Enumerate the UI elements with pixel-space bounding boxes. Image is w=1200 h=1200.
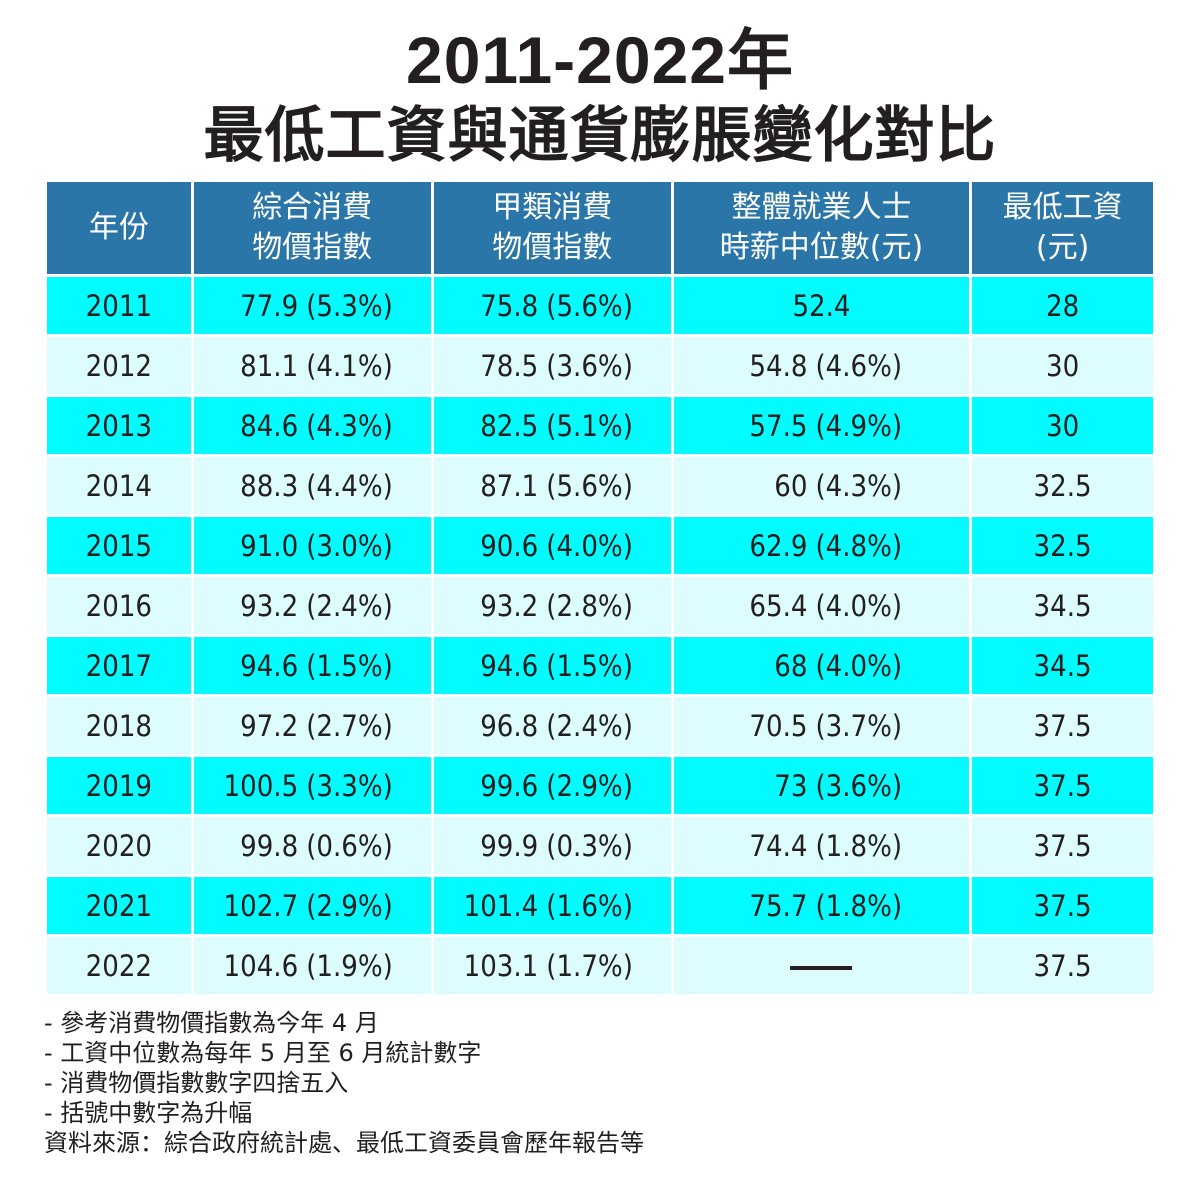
median-wage-cell: 70.5 (3.7%) xyxy=(673,697,970,754)
composite-cpi-cell: 81.1 (4.1%) xyxy=(193,337,431,394)
table-row: 2015 91.0 (3.0%) 90.6 (4.0%) 62.9 (4.8%) 32… xyxy=(47,517,1153,574)
median-wage-cell: 60 (4.3%) xyxy=(673,457,970,514)
median-wage-cell: 74.4 (1.8%) xyxy=(673,817,970,874)
footnote-rounding: - 消費物價指數數字四捨五入 xyxy=(44,1069,349,1097)
table-row: 2019 100.5 (3.3%) 99.6 (2.9%) 73 (3.6%) 37.… xyxy=(47,757,1153,814)
table-row: 2022 104.6 (1.9%) 103.1 (1.7%) 37.5 xyxy=(47,937,1153,994)
column-header-minimum-wage: 最低工資 (元) xyxy=(972,182,1153,274)
minimum-wage-cell: 30 xyxy=(972,397,1153,454)
comparison-table: 年份 綜合消費 物價指數 甲類消費 物價指數 整體就業人士 時薪中位數(元) 最… xyxy=(44,179,1156,997)
minimum-wage-cell: 37.5 xyxy=(972,937,1153,994)
column-header-type-a-cpi: 甲類消費 物價指數 xyxy=(433,182,671,274)
year-cell: 2016 xyxy=(47,577,191,634)
table-row: 2016 93.2 (2.4%) 93.2 (2.8%) 65.4 (4.0%) 34… xyxy=(47,577,1153,634)
composite-cpi-cell: 97.2 (2.7%) xyxy=(193,697,431,754)
year-cell: 2018 xyxy=(47,697,191,754)
median-wage-cell: 52.4 xyxy=(673,277,970,334)
year-cell: 2013 xyxy=(47,397,191,454)
table-row: 2018 97.2 (2.7%) 96.8 (2.4%) 70.5 (3.7%) 37… xyxy=(47,697,1153,754)
footnotes: - 參考消費物價指數為今年 4 月 - 工資中位數為每年 5 月至 6 月統計數… xyxy=(44,1008,644,1158)
minimum-wage-cell: 37.5 xyxy=(972,697,1153,754)
median-wage-cell: 62.9 (4.8%) xyxy=(673,517,970,574)
type-a-cpi-cell: 93.2 (2.8%) xyxy=(433,577,671,634)
title-subject: 最低工資與通貨膨脹變化對比 xyxy=(203,101,997,171)
median-wage-cell: 57.5 (4.9%) xyxy=(673,397,970,454)
data-source: 資料來源：綜合政府統計處、最低工資委員會歷年報告等 xyxy=(44,1129,644,1157)
minimum-wage-cell: 28 xyxy=(972,277,1153,334)
table-row: 2017 94.6 (1.5%) 94.6 (1.5%) 68 (4.0%) 34.5 xyxy=(47,637,1153,694)
composite-cpi-cell: 104.6 (1.9%) xyxy=(193,937,431,994)
minimum-wage-cell: 32.5 xyxy=(972,457,1153,514)
composite-cpi-cell: 84.6 (4.3%) xyxy=(193,397,431,454)
composite-cpi-cell: 91.0 (3.0%) xyxy=(193,517,431,574)
type-a-cpi-cell: 96.8 (2.4%) xyxy=(433,697,671,754)
type-a-cpi-cell: 78.5 (3.6%) xyxy=(433,337,671,394)
year-cell: 2022 xyxy=(47,937,191,994)
minimum-wage-cell: 37.5 xyxy=(972,757,1153,814)
table-header-row: 年份 綜合消費 物價指數 甲類消費 物價指數 整體就業人士 時薪中位數(元) 最… xyxy=(47,182,1153,274)
composite-cpi-cell: 100.5 (3.3%) xyxy=(193,757,431,814)
type-a-cpi-cell: 99.6 (2.9%) xyxy=(433,757,671,814)
year-cell: 2014 xyxy=(47,457,191,514)
minimum-wage-cell: 37.5 xyxy=(972,877,1153,934)
type-a-cpi-cell: 101.4 (1.6%) xyxy=(433,877,671,934)
year-cell: 2012 xyxy=(47,337,191,394)
type-a-cpi-cell: 82.5 (5.1%) xyxy=(433,397,671,454)
year-cell: 2019 xyxy=(47,757,191,814)
type-a-cpi-cell: 99.9 (0.3%) xyxy=(433,817,671,874)
table-row: 2013 84.6 (4.3%) 82.5 (5.1%) 57.5 (4.9%) 30 xyxy=(47,397,1153,454)
year-cell: 2011 xyxy=(47,277,191,334)
type-a-cpi-cell: 103.1 (1.7%) xyxy=(433,937,671,994)
composite-cpi-cell: 88.3 (4.4%) xyxy=(193,457,431,514)
minimum-wage-cell: 32.5 xyxy=(972,517,1153,574)
title-years: 2011-2022年 xyxy=(406,23,794,97)
footnote-cpi-reference: - 參考消費物價指數為今年 4 月 xyxy=(44,1009,379,1037)
footnote-brackets: - 括號中數字為升幅 xyxy=(44,1099,253,1127)
minimum-wage-cell: 34.5 xyxy=(972,577,1153,634)
footnote-median-wage-period: - 工資中位數為每年 5 月至 6 月統計數字 xyxy=(44,1039,482,1067)
table-row: 2012 81.1 (4.1%) 78.5 (3.6%) 54.8 (4.6%) 30 xyxy=(47,337,1153,394)
not-available-dash-icon xyxy=(790,965,853,970)
column-header-year: 年份 xyxy=(47,182,191,274)
median-wage-cell: 65.4 (4.0%) xyxy=(673,577,970,634)
table-row: 2021 102.7 (2.9%) 101.4 (1.6%) 75.7 (1.8%) … xyxy=(47,877,1153,934)
composite-cpi-cell: 102.7 (2.9%) xyxy=(193,877,431,934)
table-row: 2020 99.8 (0.6%) 99.9 (0.3%) 74.4 (1.8%) 37… xyxy=(47,817,1153,874)
minimum-wage-cell: 37.5 xyxy=(972,817,1153,874)
table-row: 2011 77.9 (5.3%) 75.8 (5.6%) 52.4 28 xyxy=(47,277,1153,334)
composite-cpi-cell: 99.8 (0.6%) xyxy=(193,817,431,874)
composite-cpi-cell: 77.9 (5.3%) xyxy=(193,277,431,334)
column-header-composite-cpi: 綜合消費 物價指數 xyxy=(193,182,431,274)
type-a-cpi-cell: 87.1 (5.6%) xyxy=(433,457,671,514)
column-header-median-hourly-wage: 整體就業人士 時薪中位數(元) xyxy=(673,182,970,274)
year-cell: 2015 xyxy=(47,517,191,574)
median-wage-cell xyxy=(673,937,970,994)
median-wage-cell: 73 (3.6%) xyxy=(673,757,970,814)
minimum-wage-cell: 34.5 xyxy=(972,637,1153,694)
composite-cpi-cell: 93.2 (2.4%) xyxy=(193,577,431,634)
composite-cpi-cell: 94.6 (1.5%) xyxy=(193,637,431,694)
median-wage-cell: 54.8 (4.6%) xyxy=(673,337,970,394)
year-cell: 2021 xyxy=(47,877,191,934)
type-a-cpi-cell: 94.6 (1.5%) xyxy=(433,637,671,694)
table-row: 2014 88.3 (4.4%) 87.1 (5.6%) 60 (4.3%) 32.5 xyxy=(47,457,1153,514)
minimum-wage-cell: 30 xyxy=(972,337,1153,394)
median-wage-cell: 68 (4.0%) xyxy=(673,637,970,694)
type-a-cpi-cell: 90.6 (4.0%) xyxy=(433,517,671,574)
year-cell: 2020 xyxy=(47,817,191,874)
type-a-cpi-cell: 75.8 (5.6%) xyxy=(433,277,671,334)
median-wage-cell: 75.7 (1.8%) xyxy=(673,877,970,934)
year-cell: 2017 xyxy=(47,637,191,694)
